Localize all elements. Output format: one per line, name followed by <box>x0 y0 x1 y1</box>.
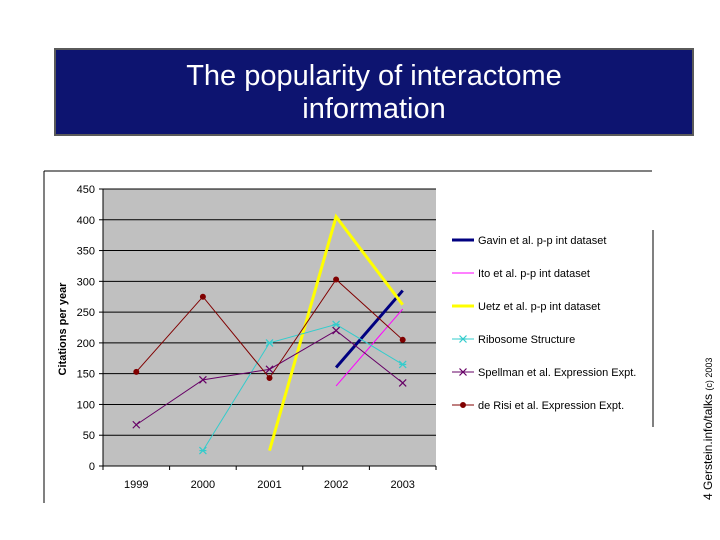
point-marker <box>133 368 140 375</box>
x-tick-label: 2001 <box>257 479 281 491</box>
x-tick-label: 1999 <box>124 479 148 491</box>
y-axis-label: Citations per year <box>57 282 69 376</box>
legend-item: Ito et al. p-p int dataset <box>452 268 590 280</box>
y-tick-label: 50 <box>83 430 95 442</box>
series-4 <box>198 320 407 455</box>
legend-label: Uetz et al. p-p int dataset <box>478 301 600 313</box>
series-lines <box>132 213 407 455</box>
plot-area <box>103 189 436 466</box>
y-tick-label: 0 <box>89 461 95 473</box>
point-marker <box>198 446 207 455</box>
series-line <box>335 308 404 387</box>
y-tick-label: 150 <box>77 369 95 381</box>
point-marker <box>333 276 340 283</box>
y-tick-label: 200 <box>77 338 95 350</box>
legend: Gavin et al. p-p int dataset Ito et al. p… <box>452 230 654 427</box>
point-marker <box>459 368 467 376</box>
y-tick-label: 100 <box>77 399 95 411</box>
y-tick-label: 350 <box>77 246 95 258</box>
series-3 <box>268 213 404 452</box>
point-marker <box>332 326 341 335</box>
point-marker <box>266 374 273 381</box>
side-note-small: (c) 2003 <box>704 357 714 391</box>
legend-label: Ito et al. p-p int dataset <box>478 268 590 280</box>
series-5 <box>132 326 407 429</box>
point-marker <box>132 420 141 429</box>
slide-title-line-1: The popularity of interactome <box>186 60 562 92</box>
side-note: 4 Gerstein.info/talks (c) 2003 <box>701 358 715 500</box>
gridlines <box>103 188 436 436</box>
side-note-main: 4 Gerstein.info/talks <box>701 393 715 500</box>
legend-item: Uetz et al. p-p int dataset <box>452 301 600 313</box>
legend-item: Spellman et al. Expression Expt. <box>452 367 636 379</box>
legend-label: Gavin et al. p-p int dataset <box>478 235 606 247</box>
legend-label: de Risi et al. Expression Expt. <box>478 400 624 412</box>
legend-item: Ribosome Structure <box>452 334 575 346</box>
point-marker <box>199 293 206 300</box>
point-marker <box>398 360 407 369</box>
point-marker <box>265 365 274 374</box>
y-tick-label: 250 <box>77 307 95 319</box>
x-tick-label: 2000 <box>191 479 215 491</box>
series-1 <box>334 289 404 369</box>
point-marker <box>459 335 467 343</box>
series-6 <box>133 276 406 381</box>
y-tick-label: 450 <box>77 184 95 196</box>
point-marker <box>332 320 341 329</box>
legend-item: de Risi et al. Expression Expt. <box>452 400 624 412</box>
point-marker <box>460 402 466 408</box>
axes: 0 50 100 150 200 250 300 350 400 450 1999 2000 2001 2… <box>77 184 437 491</box>
legend-label: Spellman et al. Expression Expt. <box>478 367 636 379</box>
legend-label: Ribosome Structure <box>478 334 575 346</box>
series-2 <box>335 308 404 387</box>
legend-item: Gavin et al. p-p int dataset <box>452 235 606 247</box>
y-tick-label: 400 <box>77 215 95 227</box>
point-marker <box>399 336 406 343</box>
x-tick-label: 2002 <box>324 479 348 491</box>
point-marker <box>398 378 407 387</box>
slide-title: The popularity of interactome informatio… <box>54 48 694 136</box>
series-line <box>334 289 404 369</box>
series-line <box>202 323 403 451</box>
x-tick-label: 2003 <box>390 479 414 491</box>
series-line <box>268 213 404 452</box>
point-marker <box>265 338 274 347</box>
point-marker <box>198 375 207 384</box>
y-tick-label: 300 <box>77 276 95 288</box>
slide-title-line-2: information <box>302 93 446 125</box>
